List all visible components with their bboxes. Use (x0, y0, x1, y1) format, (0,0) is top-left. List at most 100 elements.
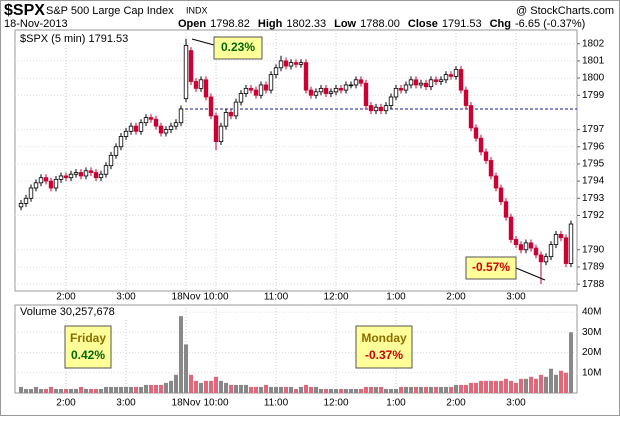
volume-bar (444, 386, 448, 393)
volume-bar (104, 386, 108, 393)
volume-bar (414, 386, 418, 393)
arrow (191, 38, 215, 46)
candle-body (348, 84, 354, 87)
candle-body (78, 172, 84, 177)
candle-body (248, 87, 254, 91)
candle-body (323, 87, 329, 94)
candle-body (388, 96, 394, 106)
candle-body (263, 84, 269, 91)
volume-bar (99, 388, 103, 393)
candle-body (173, 122, 179, 127)
candle-body (193, 81, 199, 89)
source: @ StockCharts.com (516, 5, 614, 17)
candle-body (458, 69, 464, 91)
volume-bar (409, 386, 413, 393)
candle-body (408, 79, 414, 86)
volume-bar (339, 388, 343, 393)
volume-bar (244, 384, 248, 393)
candle-body (443, 74, 449, 81)
candle-body (548, 244, 554, 258)
candle-body (363, 82, 369, 106)
candle-body (483, 151, 489, 161)
x-tick-label: 3:00 (116, 398, 136, 409)
candle-body (148, 117, 154, 120)
candle-body (103, 165, 109, 175)
volume-bar (19, 386, 23, 393)
date: 18-Nov-2013 (4, 18, 68, 30)
candle-body (158, 125, 164, 134)
candle-body (48, 180, 54, 189)
candle-body (523, 242, 529, 251)
candle-body (133, 125, 139, 132)
y-tick-label: 1788 (582, 279, 605, 290)
candle-body (178, 108, 184, 124)
y-tick-label: 1789 (582, 262, 605, 273)
volume-bar (199, 382, 203, 393)
volume-bar (554, 374, 558, 393)
volume-bar (229, 384, 233, 393)
candle-body (123, 130, 129, 137)
volume-bar (304, 384, 308, 393)
volume-bar (274, 386, 278, 393)
volume-bar (529, 376, 533, 393)
volume-bar (109, 386, 113, 393)
volume-bar (494, 380, 498, 393)
volume-bar (504, 378, 508, 393)
annotation: Monday (361, 331, 407, 345)
volume-bar (59, 388, 63, 393)
volume-bar (129, 386, 133, 393)
candle-body (433, 79, 439, 82)
volume-bar (344, 388, 348, 393)
volume-bar (314, 386, 318, 393)
arrow (515, 267, 546, 281)
candle-body (463, 89, 469, 106)
candle-body (138, 122, 144, 132)
candle-body (83, 170, 89, 177)
volume-bar (259, 386, 263, 393)
candle-body (73, 172, 79, 175)
quote-label: Chg (490, 18, 511, 30)
quote-label: Open (178, 18, 206, 30)
candle-body (38, 177, 44, 184)
candle-body (28, 187, 34, 199)
x-tick-label: 11:00 (264, 292, 289, 303)
candle-body (293, 62, 299, 65)
candle-body (283, 60, 289, 67)
volume-bar (379, 386, 383, 393)
volume-tick-label: 40M (582, 307, 601, 318)
candle-body (428, 79, 434, 88)
volume-bar (119, 386, 123, 393)
volume-bar (114, 386, 118, 393)
volume-bar (309, 386, 313, 393)
candle-body (373, 106, 379, 112)
volume-bar (29, 388, 33, 393)
volume-bar (269, 386, 273, 393)
annotation: 0.23% (221, 40, 255, 54)
volume-bar (464, 384, 468, 393)
candle-body (238, 93, 244, 103)
legend-bg (17, 32, 177, 45)
y-tick-label: 1796 (582, 141, 605, 152)
candle-body (243, 87, 249, 94)
volume-bar (534, 378, 538, 393)
quote-value: -6.65 (-0.37%) (515, 18, 585, 30)
volume-tick-label: 10M (582, 367, 601, 378)
volume-bar (204, 380, 208, 393)
volume-bar (369, 386, 373, 393)
volume-bar (399, 386, 403, 393)
volume-bar (559, 370, 563, 393)
volume-bar (499, 380, 503, 393)
candle-body (303, 62, 309, 91)
x-tick-label: 18Nov (172, 398, 201, 409)
symbol: $SPX (4, 2, 45, 19)
annotation-box (213, 36, 263, 60)
index-name: S&P 500 Large Cap Index (46, 5, 174, 17)
volume-bar (459, 384, 463, 393)
volume-bar (434, 386, 438, 393)
volume-bar (179, 316, 183, 393)
volume-bar (24, 388, 28, 393)
y-tick-label: 1797 (582, 124, 605, 135)
candle-body (493, 175, 499, 189)
volume-bar (89, 388, 93, 393)
